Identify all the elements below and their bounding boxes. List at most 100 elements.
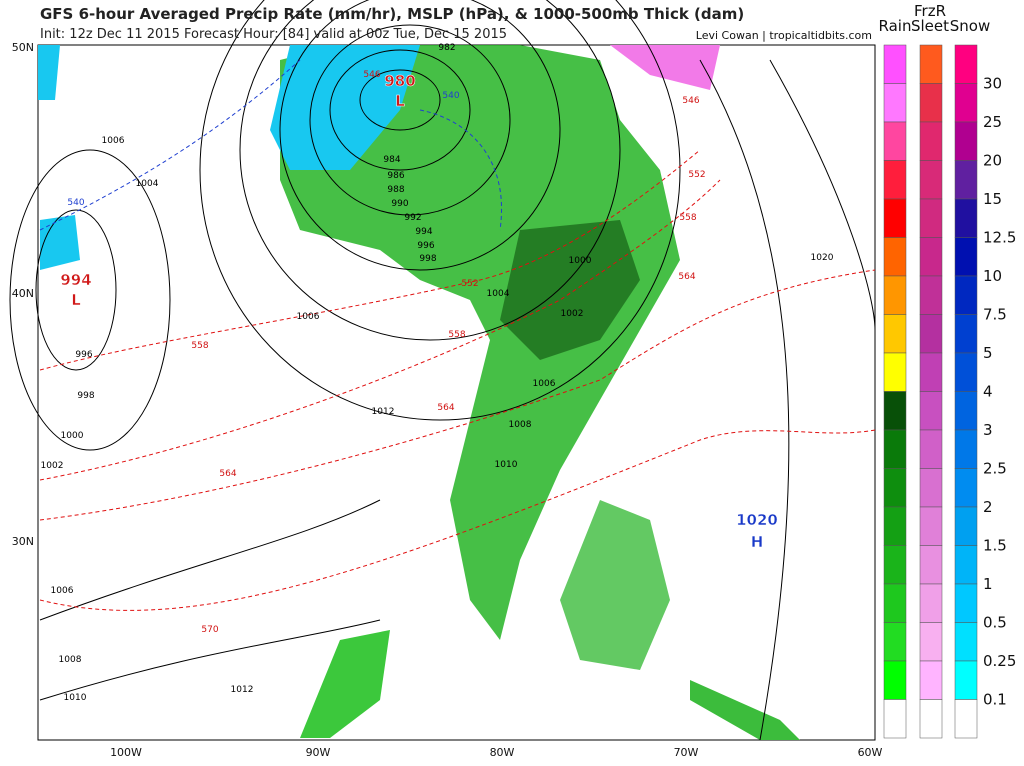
legend-scale-label: 3	[983, 421, 993, 439]
legend-swatch	[954, 121, 978, 161]
legend-swatch	[919, 121, 943, 161]
lon-label: 100W	[110, 746, 142, 759]
map-label: 988	[387, 185, 404, 195]
map-label: 1000	[569, 256, 592, 266]
rain-area	[690, 680, 800, 740]
legend-scale-label: 15	[983, 190, 1002, 208]
map-label: 984	[383, 155, 400, 165]
legend-scale-label: 0.25	[983, 652, 1016, 670]
legend-swatch	[919, 352, 943, 392]
legend-swatch	[883, 545, 907, 585]
legend-scale-label: 7.5	[983, 306, 1007, 324]
legend-swatch	[954, 545, 978, 585]
legend-swatch	[919, 468, 943, 508]
legend-swatch	[919, 660, 943, 700]
legend-scale-label: 0.5	[983, 614, 1007, 632]
map-label: 564	[437, 403, 454, 413]
map-label: 552	[461, 279, 478, 289]
legend-swatch	[919, 160, 943, 200]
legend-swatch	[919, 275, 943, 315]
legend-swatch	[883, 429, 907, 469]
legend-swatch	[883, 237, 907, 277]
legend-scale-label: 4	[983, 383, 993, 401]
rain-area	[560, 500, 670, 670]
legend-swatch	[919, 198, 943, 238]
legend-heading: Rain	[879, 17, 912, 35]
legend-swatch	[883, 506, 907, 546]
lon-label: 70W	[674, 746, 699, 759]
legend-scale-label: 5	[983, 344, 993, 362]
map-label: 546	[682, 96, 699, 106]
map-label: 996	[417, 241, 434, 251]
legend-scale-label: 25	[983, 113, 1002, 131]
legend-swatch	[954, 699, 978, 739]
map-label: 982	[438, 43, 455, 53]
legend-heading: Sleet	[911, 17, 949, 35]
legend-scale-label: 30	[983, 75, 1002, 93]
legend-swatch	[919, 237, 943, 277]
legend-heading: FrzR	[914, 2, 946, 20]
legend-swatch	[919, 545, 943, 585]
map-label: 558	[191, 341, 208, 351]
legend-swatch	[919, 83, 943, 123]
legend-swatch	[954, 314, 978, 354]
legend-swatch	[883, 660, 907, 700]
map-label: 1010	[495, 460, 518, 470]
legend-swatch	[954, 352, 978, 392]
lon-label: 80W	[490, 746, 515, 759]
map-label: 546	[363, 70, 380, 80]
snow-area	[270, 45, 420, 170]
legend-swatch	[954, 275, 978, 315]
legend-swatch	[919, 391, 943, 431]
map-label: 552	[688, 170, 705, 180]
credit: Levi Cowan | tropicaltidbits.com	[696, 29, 872, 42]
map-label: 994	[415, 227, 432, 237]
map-label: 1006	[51, 586, 74, 596]
legend-swatch	[883, 468, 907, 508]
title: GFS 6-hour Averaged Precip Rate (mm/hr),…	[40, 5, 744, 23]
legend-scale-label: 10	[983, 267, 1002, 285]
legend-swatch	[919, 44, 943, 84]
init-line: Init: 12z Dec 11 2015 Forecast Hour: [84…	[40, 27, 507, 42]
legend-swatch	[883, 160, 907, 200]
legend-swatch	[883, 391, 907, 431]
map-label: 1008	[509, 420, 532, 430]
legend-swatch	[954, 622, 978, 662]
map-label: 1002	[41, 461, 64, 471]
map-label: 558	[448, 330, 465, 340]
map-label: 564	[678, 272, 695, 282]
legend-swatch	[919, 314, 943, 354]
legend-swatch	[919, 429, 943, 469]
legend-heading: Snow	[950, 17, 990, 35]
map-label: H	[751, 533, 764, 551]
map-label: 998	[419, 254, 436, 264]
legend-swatch	[954, 429, 978, 469]
map-body	[9, 0, 876, 741]
lat-label: 40N	[12, 287, 34, 300]
legend-swatch	[954, 237, 978, 277]
legend-swatch	[883, 121, 907, 161]
lat-label: 50N	[12, 41, 34, 54]
map-label: 558	[679, 213, 696, 223]
legend-swatch	[954, 160, 978, 200]
map-label: 1002	[561, 309, 584, 319]
legend-swatch	[954, 44, 978, 84]
legend-swatch	[883, 583, 907, 623]
map-label: 540	[67, 198, 84, 208]
mix-area	[610, 45, 720, 90]
legend-swatch	[919, 583, 943, 623]
legend-swatch	[954, 583, 978, 623]
legend-swatch	[883, 699, 907, 739]
legend-swatch	[919, 622, 943, 662]
legend-swatch	[883, 198, 907, 238]
map-label: 994	[60, 271, 91, 289]
legend-scale-label: 1.5	[983, 537, 1007, 555]
legend-swatch	[883, 275, 907, 315]
legend-swatch	[954, 391, 978, 431]
map-label: 1006	[297, 312, 320, 322]
map-label: 1006	[533, 379, 556, 389]
map-label: L	[395, 92, 405, 110]
map-label: 992	[404, 213, 421, 223]
